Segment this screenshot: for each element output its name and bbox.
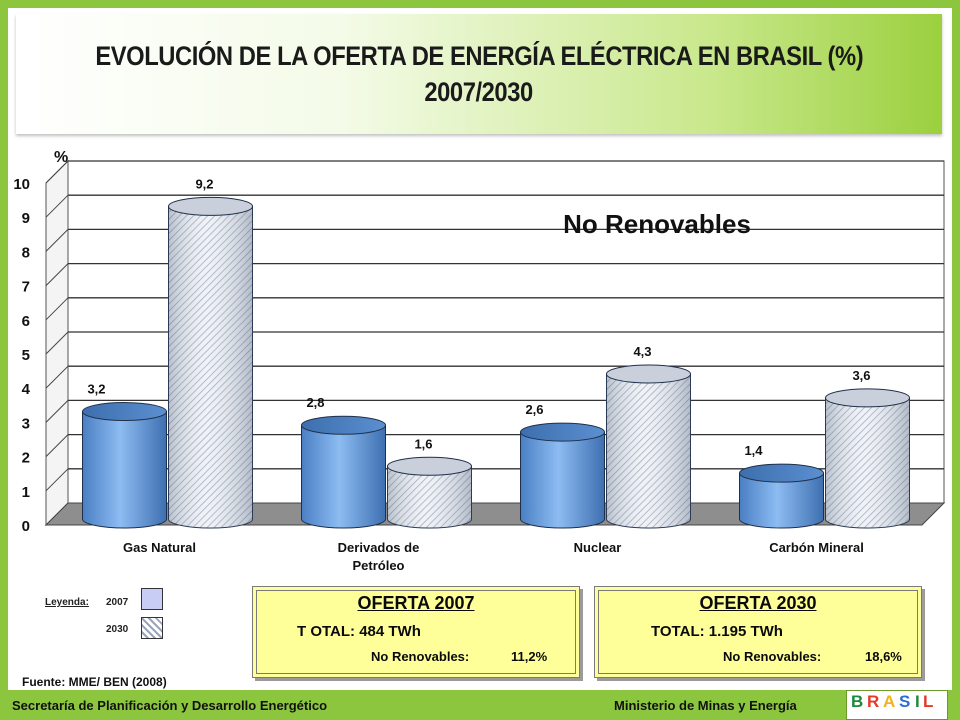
offer-2007-nonrenewable-value: 11,2% bbox=[511, 649, 548, 664]
logo-letter: L bbox=[923, 692, 934, 711]
bar-2007-1 bbox=[301, 415, 386, 529]
y-tick-label: 6 bbox=[22, 313, 30, 330]
gridline-side bbox=[45, 400, 69, 423]
offer-2030-heading: OFERTA 2030 bbox=[699, 593, 817, 613]
gridline-side bbox=[45, 365, 69, 389]
x-tick-label: Derivados de bbox=[338, 540, 420, 555]
title-banner: EVOLUCIÓN DE LA OFERTA DE ENERGÍA ELÉCTR… bbox=[16, 14, 942, 134]
y-tick-label: 8 bbox=[22, 244, 30, 261]
bar-top bbox=[739, 463, 824, 483]
y-tick-label: 0 bbox=[22, 518, 30, 535]
data-label: 2,6 bbox=[525, 402, 543, 417]
offer-2007-nonrenewable-label: No Renovables: bbox=[371, 649, 470, 664]
offer-2030-total: TOTAL: 1.195 TWh bbox=[651, 623, 783, 640]
bar-2030-0 bbox=[168, 196, 253, 529]
legend-item-2007-label: 2007 bbox=[106, 597, 129, 608]
gridline-side bbox=[45, 194, 69, 218]
offer-2030-inner-border bbox=[598, 590, 918, 674]
offer-2007-inner-border bbox=[256, 590, 576, 674]
x-tick-label: Petróleo bbox=[352, 558, 404, 573]
logo-letter: A bbox=[883, 692, 896, 711]
data-label: 1,4 bbox=[744, 443, 763, 458]
y-tick-label: 4 bbox=[22, 381, 31, 398]
bar-2030-2 bbox=[606, 364, 691, 529]
legend-swatch-2007 bbox=[141, 588, 163, 610]
bar-shading bbox=[387, 466, 472, 528]
offer-2030-nonrenewable-label: No Renovables: bbox=[723, 649, 822, 664]
bar-2007-3 bbox=[739, 463, 824, 529]
logo-letter: B bbox=[851, 692, 864, 711]
data-label: 3,6 bbox=[852, 368, 870, 383]
gridline-side bbox=[45, 263, 69, 286]
bar-top bbox=[387, 456, 472, 476]
y-axis-label: % bbox=[54, 149, 68, 166]
y-tick-label: 3 bbox=[22, 415, 30, 432]
gridline-side bbox=[45, 297, 69, 321]
gridline-side bbox=[45, 434, 69, 457]
bar-top bbox=[520, 422, 605, 442]
gridline-side bbox=[45, 331, 69, 355]
bar-top bbox=[301, 415, 386, 435]
page-subtitle: 2007/2030 bbox=[424, 77, 534, 107]
logo-letter: R bbox=[867, 692, 880, 711]
legend-label: Leyenda: bbox=[45, 597, 89, 608]
y-tick-label: 1 bbox=[22, 484, 30, 501]
data-label: 4,3 bbox=[633, 344, 651, 359]
legend-item-2030-label: 2030 bbox=[106, 624, 129, 635]
data-label: 1,6 bbox=[414, 436, 432, 451]
y-tick-label: 9 bbox=[22, 210, 30, 227]
bar-shading bbox=[168, 206, 253, 529]
legend-swatch-2030 bbox=[141, 617, 163, 639]
bar-body bbox=[739, 472, 824, 529]
bar-shading bbox=[825, 397, 910, 528]
footer-ministry: Ministerio de Minas y Energía bbox=[614, 698, 797, 713]
x-tick-label: Gas Natural bbox=[123, 540, 196, 555]
gridline-side bbox=[45, 160, 69, 184]
gridline-side bbox=[45, 229, 69, 252]
chart-title: No Renovables bbox=[563, 209, 751, 239]
y-tick-label: 10 bbox=[13, 176, 30, 193]
y-tick-label: 5 bbox=[22, 347, 30, 364]
gridline-side bbox=[45, 468, 69, 492]
bar-top bbox=[168, 196, 253, 216]
bar-top bbox=[606, 364, 691, 384]
bar-top bbox=[825, 388, 910, 408]
footer-bar: Secretaría de Planificación y Desarrollo… bbox=[0, 690, 960, 720]
offer-2007-heading: OFERTA 2007 bbox=[357, 593, 475, 613]
footer-secretariat: Secretaría de Planificación y Desarrollo… bbox=[12, 698, 328, 713]
brasil-logo: B R A S I L bbox=[846, 690, 948, 720]
y-tick-label: 7 bbox=[22, 279, 30, 296]
offer-2007-total: T OTAL: 484 TWh bbox=[297, 623, 421, 640]
page-title: EVOLUCIÓN DE LA OFERTA DE ENERGÍA ELÉCTR… bbox=[95, 41, 863, 71]
bar-2030-1 bbox=[387, 456, 472, 529]
offer-2007-box: OFERTA 2007 T OTAL: 484 TWh No Renovable… bbox=[252, 586, 580, 678]
bar-top bbox=[82, 402, 167, 422]
data-label: 2,8 bbox=[306, 395, 324, 410]
bar-2007-2 bbox=[520, 422, 605, 529]
bar-body bbox=[520, 431, 605, 529]
logo-letter: S bbox=[899, 692, 911, 711]
source-note: Fuente: MME/ BEN (2008) bbox=[22, 675, 167, 689]
offer-2030-nonrenewable-value: 18,6% bbox=[865, 649, 902, 664]
bar-2007-0 bbox=[82, 402, 167, 529]
y-tick-label: 2 bbox=[22, 450, 30, 467]
bar-body bbox=[82, 411, 167, 529]
x-tick-label: Nuclear bbox=[574, 540, 622, 555]
x-tick-label: Carbón Mineral bbox=[769, 540, 864, 555]
bar-body bbox=[301, 424, 386, 529]
offer-2030-box: OFERTA 2030 TOTAL: 1.195 TWh No Renovabl… bbox=[594, 586, 922, 678]
bar-chart: 0 1 2 3 4 5 6 7 8 9 10% No Renovables 3,2 9,2 Gas Natu… bbox=[13, 149, 946, 573]
bar-2030-3 bbox=[825, 388, 910, 529]
data-label: 9,2 bbox=[195, 176, 213, 191]
data-label: 3,2 bbox=[87, 382, 105, 397]
logo-letter: I bbox=[915, 692, 920, 711]
bar-shading bbox=[606, 373, 691, 528]
